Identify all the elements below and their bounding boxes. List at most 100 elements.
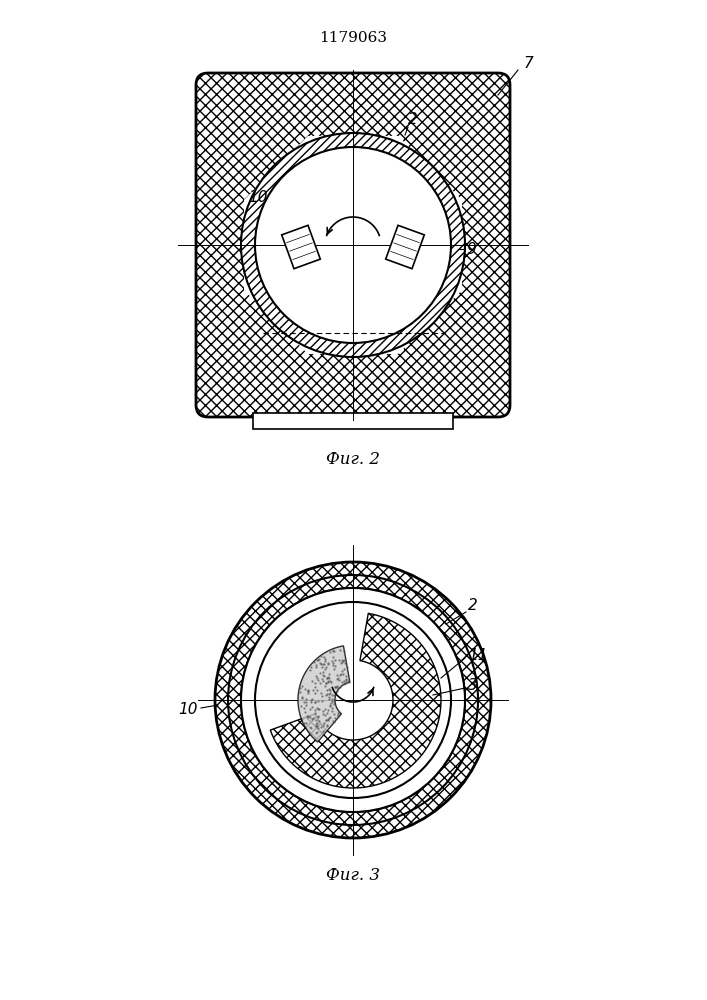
Point xyxy=(308,710,319,726)
Point xyxy=(316,719,327,735)
Point xyxy=(329,652,340,668)
Point xyxy=(328,643,339,659)
Point xyxy=(341,672,352,688)
Point xyxy=(312,708,324,724)
Point xyxy=(310,712,322,728)
Circle shape xyxy=(241,588,465,812)
Polygon shape xyxy=(281,225,320,269)
Point xyxy=(312,652,324,668)
Point xyxy=(317,703,329,719)
Point xyxy=(327,657,338,673)
Point xyxy=(329,658,340,674)
Point xyxy=(306,673,317,689)
Point xyxy=(322,670,333,686)
Point xyxy=(303,709,314,725)
Point xyxy=(310,702,321,718)
Point xyxy=(310,685,321,701)
Point xyxy=(300,697,311,713)
Point xyxy=(326,700,337,716)
Point xyxy=(308,654,320,670)
Point xyxy=(336,652,347,668)
Point xyxy=(329,679,341,695)
Point xyxy=(313,701,325,717)
Point xyxy=(319,707,330,723)
Point xyxy=(328,643,339,659)
Point xyxy=(324,681,335,697)
Circle shape xyxy=(255,602,451,798)
Point xyxy=(322,674,334,690)
Point xyxy=(299,704,310,720)
Circle shape xyxy=(241,133,465,357)
Circle shape xyxy=(241,588,465,812)
Point xyxy=(312,672,323,688)
Point xyxy=(331,683,342,699)
Point xyxy=(327,653,338,669)
Point xyxy=(311,682,322,698)
Point xyxy=(303,708,314,724)
Point xyxy=(333,705,344,721)
Point xyxy=(314,675,325,691)
Point xyxy=(341,668,352,684)
Point xyxy=(314,665,325,681)
Point xyxy=(321,670,332,686)
Point xyxy=(322,712,334,728)
Point xyxy=(339,655,350,671)
Point xyxy=(323,691,334,707)
Point xyxy=(320,687,332,703)
Point xyxy=(298,694,310,710)
Point xyxy=(310,705,321,721)
Point xyxy=(299,700,310,716)
Point xyxy=(301,708,312,724)
Point xyxy=(315,656,327,672)
Point xyxy=(303,683,314,699)
Point xyxy=(311,700,322,716)
Circle shape xyxy=(255,147,451,343)
Point xyxy=(320,661,331,677)
Point xyxy=(303,685,314,701)
Circle shape xyxy=(228,575,478,825)
Point xyxy=(321,712,332,728)
Point xyxy=(323,666,334,682)
Point xyxy=(332,678,343,694)
Point xyxy=(334,707,345,723)
Point xyxy=(317,706,329,722)
Point xyxy=(320,659,331,675)
Point xyxy=(328,706,339,722)
Circle shape xyxy=(215,562,491,838)
Text: 3: 3 xyxy=(468,678,478,692)
Point xyxy=(322,702,334,718)
Point xyxy=(296,689,308,705)
Point xyxy=(300,715,312,731)
Point xyxy=(323,689,334,705)
Point xyxy=(299,681,310,697)
Point xyxy=(332,667,343,683)
Point xyxy=(317,717,329,733)
Point xyxy=(299,715,310,731)
Point xyxy=(317,656,328,672)
Point xyxy=(332,680,344,696)
Point xyxy=(294,684,305,700)
Point xyxy=(332,670,344,686)
Text: 2: 2 xyxy=(468,597,478,612)
Point xyxy=(324,686,335,702)
Point xyxy=(325,673,336,689)
Point xyxy=(315,655,326,671)
Point xyxy=(325,698,336,714)
Point xyxy=(328,661,339,677)
Point xyxy=(312,715,323,731)
Point xyxy=(307,682,318,698)
Point xyxy=(315,685,327,701)
Point xyxy=(305,709,316,725)
Point xyxy=(328,714,339,730)
Point xyxy=(338,643,349,659)
Point xyxy=(305,659,317,675)
Point xyxy=(327,703,338,719)
Point xyxy=(322,718,333,734)
Point xyxy=(305,694,317,710)
Point xyxy=(309,675,320,691)
Point xyxy=(312,670,323,686)
Point xyxy=(325,644,336,660)
Point xyxy=(302,682,313,698)
Point xyxy=(325,682,336,698)
Point xyxy=(337,654,348,670)
